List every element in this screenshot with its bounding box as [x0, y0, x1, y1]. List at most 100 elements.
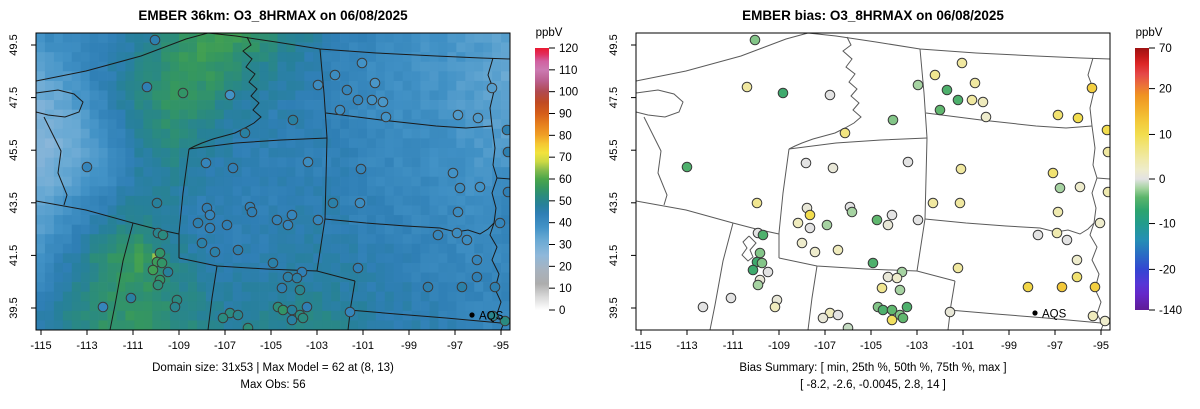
station-dot	[832, 244, 844, 256]
station-dot	[697, 301, 709, 313]
station-dots	[681, 34, 1110, 330]
x-tick-label: -111	[123, 340, 143, 352]
station-dot	[461, 234, 473, 246]
station-dot	[327, 197, 339, 209]
station-dot	[474, 181, 486, 193]
right-colorbar: 70 20 10 0 -10 -20 -140	[1135, 43, 1182, 317]
station-dot	[501, 124, 510, 136]
border-ut-co-border	[807, 265, 818, 330]
station-dot	[980, 111, 992, 123]
station-dot	[876, 282, 888, 294]
station-dot	[291, 272, 303, 284]
border-wyoming-west	[178, 148, 190, 258]
station-dot	[192, 217, 204, 229]
station-dot	[832, 309, 844, 321]
station-dot	[886, 209, 898, 221]
station-dot	[297, 312, 309, 324]
border-montana-wyoming-45N	[788, 137, 928, 150]
station-dot	[842, 322, 854, 330]
station-dot	[472, 112, 484, 124]
station-dot	[1071, 271, 1083, 283]
station-dot	[502, 186, 510, 198]
border-idaho-montana	[188, 36, 262, 150]
state-borders	[636, 33, 1110, 330]
border-wa-or-id-corner	[636, 89, 684, 118]
colorbar-tick-label: 70	[1159, 43, 1172, 55]
border-wy-south-co-north-41N	[778, 257, 956, 282]
colorbar-tick-label: 60	[559, 174, 572, 186]
station-dot	[952, 262, 964, 274]
border-wy-south-co-north-41N	[178, 257, 356, 282]
station-dot	[232, 244, 244, 256]
x-tick-label: -103	[306, 340, 328, 352]
left-map: AQS -115 -113 -111 -109 -107 -105 -103 -101 -99 -9…	[8, 32, 511, 352]
station-dot	[1052, 109, 1064, 121]
station-dot	[454, 182, 466, 194]
station-dot	[954, 197, 966, 209]
station-dot	[294, 284, 306, 296]
plot-box	[35, 32, 511, 331]
station-dot	[169, 301, 181, 313]
station-dot	[1089, 281, 1101, 293]
border-idaho-montana	[788, 36, 862, 150]
station-dot	[1056, 281, 1068, 293]
station-dot	[282, 219, 294, 231]
colorbar-tick-label: 90	[559, 109, 572, 121]
legend-aqs-dot	[469, 312, 475, 318]
station-dot	[502, 146, 510, 158]
station-dot	[944, 306, 956, 318]
station-dot	[329, 69, 341, 81]
border-mn-sd-border	[491, 125, 498, 179]
border-snake-river-or-id	[643, 116, 668, 206]
right-caption-line1: Bias Summary: [ min, 25th %, 50th %, 75t…	[739, 362, 1007, 374]
station-dot	[1061, 234, 1073, 246]
station-dot	[977, 96, 989, 108]
station-dot	[796, 237, 808, 249]
station-dot	[200, 157, 212, 169]
colorbar-tick-label: 120	[559, 43, 578, 55]
station-dot	[751, 197, 763, 209]
station-dot	[777, 87, 789, 99]
station-dot	[817, 312, 829, 324]
border-ne-ks-40N	[348, 309, 502, 324]
station-dot	[891, 272, 903, 284]
x-tick-label: -111	[723, 340, 743, 352]
station-dot	[754, 247, 766, 259]
station-dot	[312, 214, 324, 226]
station-dot	[804, 222, 816, 234]
colorbar-tick-label: 10	[1159, 129, 1172, 141]
y-tick-label: 39.5	[608, 297, 620, 318]
x-tick-label: -103	[906, 340, 928, 352]
station-dot	[941, 84, 953, 96]
station-dot	[456, 281, 468, 293]
station-dot	[302, 156, 314, 168]
station-dot	[1102, 186, 1110, 198]
colorbar-tick-label: 0	[559, 305, 565, 317]
legend-aqs-label: AQS	[479, 311, 504, 323]
x-tick-label: -109	[168, 340, 190, 352]
right-panel-title: EMBER bias: O3_8HRMAX on 06/08/2025	[742, 8, 1004, 23]
station-dot	[227, 162, 239, 174]
station-dot	[882, 271, 894, 283]
left-panel-title: EMBER 36km: O3_8HRMAX on 06/08/2025	[138, 8, 408, 23]
station-dot	[1102, 146, 1110, 158]
station-dot	[1054, 182, 1066, 194]
station-dot	[1101, 124, 1110, 136]
station-dot	[366, 94, 378, 106]
station-dot	[927, 197, 939, 209]
station-dot	[334, 104, 346, 116]
station-dot	[1071, 254, 1083, 266]
station-dot	[487, 310, 499, 322]
border-co-east	[347, 280, 356, 330]
state-borders	[36, 33, 510, 330]
border-ut-nv-border	[109, 222, 134, 330]
x-tick-label: -113	[76, 340, 97, 352]
x-tick-label: -107	[214, 340, 236, 352]
border-meridian-104	[316, 48, 328, 272]
border-meridian-104	[916, 48, 928, 272]
station-dot	[267, 257, 279, 269]
station-dot	[232, 309, 244, 321]
y-tick-label: 43.5	[8, 192, 20, 213]
y-tick-label: 43.5	[608, 192, 620, 213]
station-dot	[447, 167, 459, 179]
